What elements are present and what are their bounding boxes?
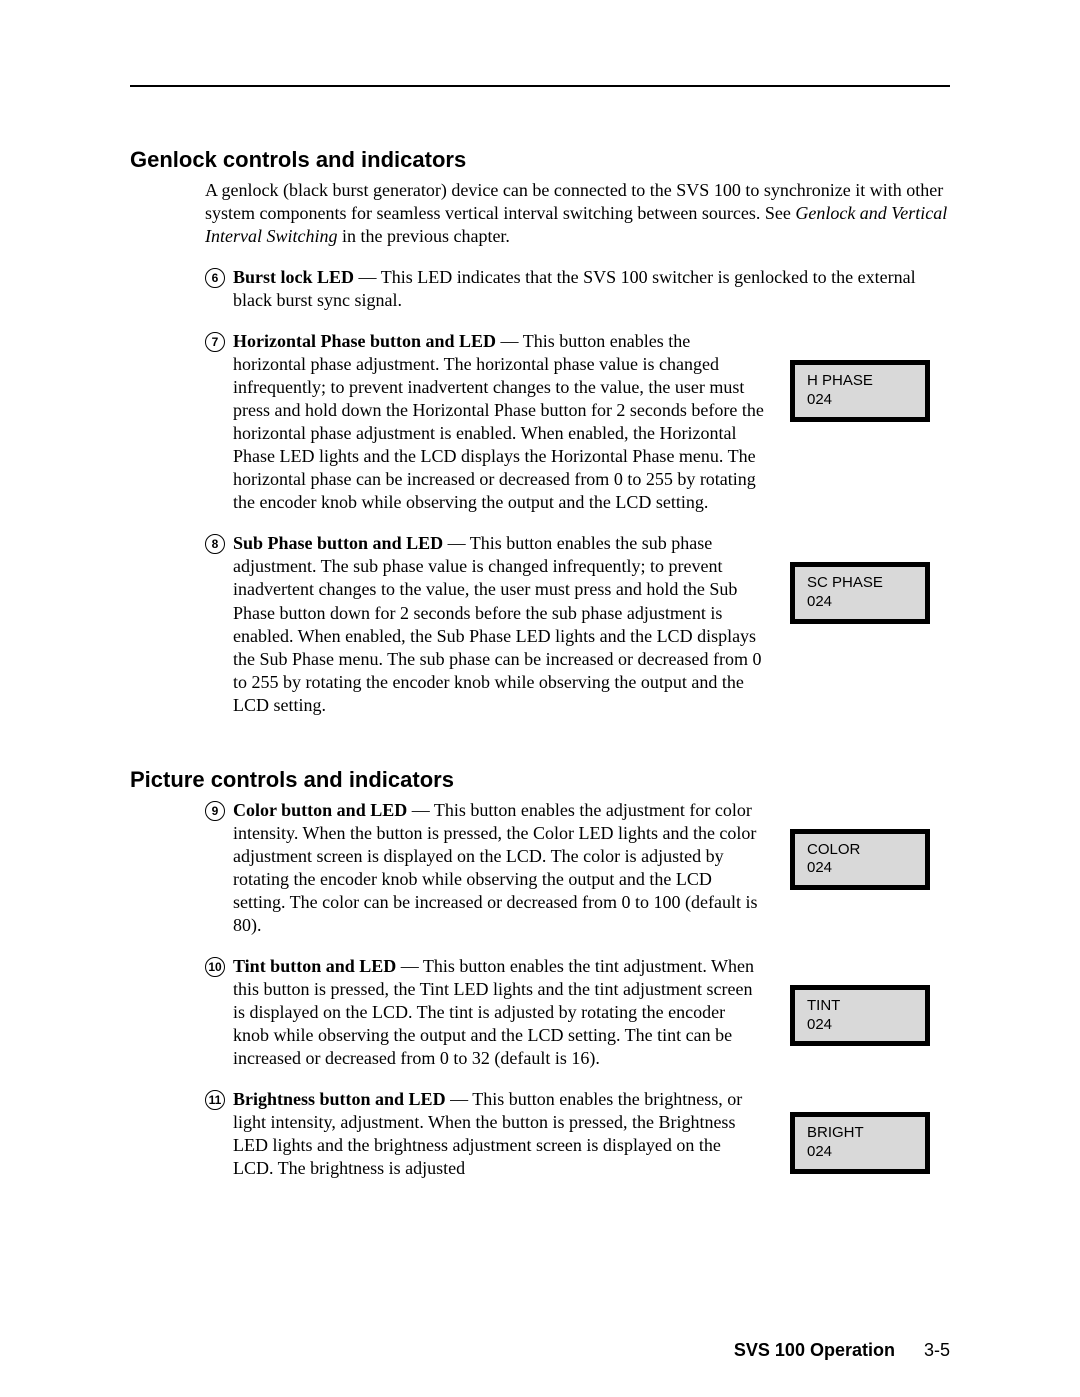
lcd-column: COLOR 024 <box>790 799 950 891</box>
item-number-badge: 11 <box>205 1089 233 1111</box>
lcd-line1: COLOR <box>807 841 915 860</box>
item-lead: Tint button and LED <box>233 956 396 976</box>
lcd-column: TINT 024 <box>790 955 950 1047</box>
item-body: Horizontal Phase button and LED — This b… <box>233 330 950 514</box>
item-body: Brightness button and LED — This button … <box>233 1088 950 1180</box>
lcd-display-scphase: SC PHASE 024 <box>790 562 930 624</box>
lcd-column: BRIGHT 024 <box>790 1088 950 1174</box>
item-number-badge: 9 <box>205 800 233 822</box>
item-number-badge: 8 <box>205 533 233 555</box>
lcd-line1: TINT <box>807 997 915 1016</box>
section-heading-genlock: Genlock controls and indicators <box>130 147 950 173</box>
circled-number: 9 <box>205 801 225 821</box>
list-item: 10 Tint button and LED — This button ena… <box>205 955 950 1070</box>
item-text: Color button and LED — This button enabl… <box>233 799 764 937</box>
lcd-line2: 024 <box>807 1143 915 1162</box>
item-number-badge: 10 <box>205 956 233 978</box>
footer-title: SVS 100 Operation <box>734 1340 895 1360</box>
item-body: Color button and LED — This button enabl… <box>233 799 950 937</box>
lcd-line2: 024 <box>807 593 915 612</box>
circled-number: 10 <box>205 957 225 977</box>
lcd-display-color: COLOR 024 <box>790 829 930 891</box>
item-body: Sub Phase button and LED — This button e… <box>233 532 950 716</box>
item-desc: — This button enables the sub phase adju… <box>233 533 762 714</box>
item-number-badge: 7 <box>205 331 233 353</box>
footer-page-number: 3-5 <box>924 1340 950 1360</box>
item-number-badge: 6 <box>205 267 233 289</box>
item-desc: — This button enables the horizontal pha… <box>233 331 764 512</box>
top-rule <box>130 85 950 87</box>
document-page: Genlock controls and indicators A genloc… <box>0 0 1080 1397</box>
list-item: 11 Brightness button and LED — This butt… <box>205 1088 950 1180</box>
item-text: Tint button and LED — This button enable… <box>233 955 764 1070</box>
lcd-display-hphase: H PHASE 024 <box>790 360 930 422</box>
item-body: Tint button and LED — This button enable… <box>233 955 950 1070</box>
lcd-line1: H PHASE <box>807 372 915 391</box>
circled-number: 8 <box>205 534 225 554</box>
item-body: Burst lock LED — This LED indicates that… <box>233 266 950 312</box>
item-lead: Burst lock LED <box>233 267 354 287</box>
section1-intro: A genlock (black burst generator) device… <box>205 179 950 248</box>
item-text: Sub Phase button and LED — This button e… <box>233 532 764 716</box>
item-lead: Sub Phase button and LED <box>233 533 443 553</box>
lcd-display-tint: TINT 024 <box>790 985 930 1047</box>
lcd-column: SC PHASE 024 <box>790 532 950 624</box>
list-item: 7 Horizontal Phase button and LED — This… <box>205 330 950 514</box>
item-text: Burst lock LED — This LED indicates that… <box>233 266 950 312</box>
circled-number: 7 <box>205 332 225 352</box>
item-lead: Brightness button and LED <box>233 1089 446 1109</box>
list-item: 8 Sub Phase button and LED — This button… <box>205 532 950 716</box>
section-heading-picture: Picture controls and indicators <box>130 767 950 793</box>
intro-post: in the previous chapter. <box>337 226 509 246</box>
list-item: 9 Color button and LED — This button ena… <box>205 799 950 937</box>
lcd-column: H PHASE 024 <box>790 330 950 422</box>
item-text: Brightness button and LED — This button … <box>233 1088 764 1180</box>
lcd-line1: SC PHASE <box>807 574 915 593</box>
item-lead: Horizontal Phase button and LED <box>233 331 496 351</box>
page-footer: SVS 100 Operation 3-5 <box>734 1340 950 1361</box>
item-lead: Color button and LED <box>233 800 407 820</box>
lcd-line1: BRIGHT <box>807 1124 915 1143</box>
lcd-line2: 024 <box>807 859 915 878</box>
list-item: 6 Burst lock LED — This LED indicates th… <box>205 266 950 312</box>
item-text: Horizontal Phase button and LED — This b… <box>233 330 764 514</box>
lcd-line2: 024 <box>807 1016 915 1035</box>
lcd-display-bright: BRIGHT 024 <box>790 1112 930 1174</box>
circled-number: 11 <box>205 1090 225 1110</box>
circled-number: 6 <box>205 268 225 288</box>
lcd-line2: 024 <box>807 391 915 410</box>
